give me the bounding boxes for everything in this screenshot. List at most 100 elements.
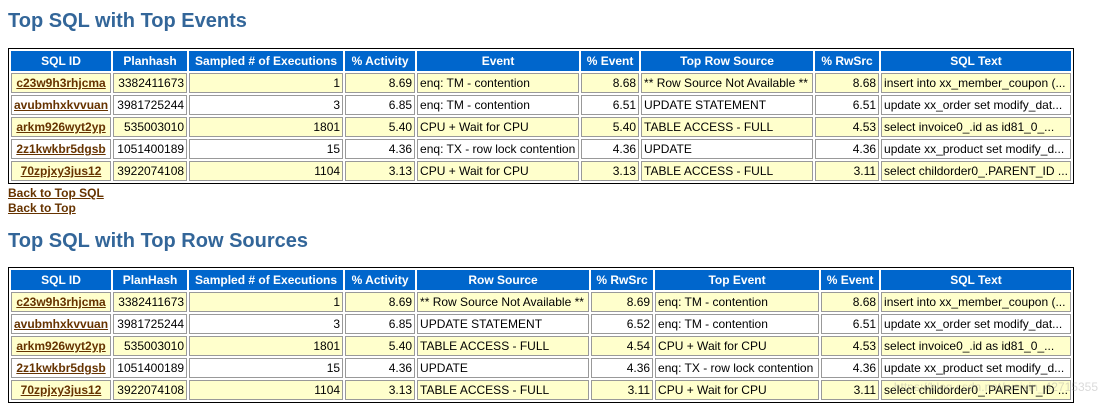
table-cell: update xx_product set modify_d... bbox=[881, 358, 1071, 378]
table-cell: 1104 bbox=[189, 380, 344, 400]
table-cell: 3 bbox=[189, 314, 344, 334]
table-cell: 8.68 bbox=[815, 73, 880, 93]
table-cell: enq: TM - contention bbox=[655, 314, 820, 334]
column-header: Top Event bbox=[655, 270, 820, 290]
table-cell: 4.36 bbox=[591, 358, 654, 378]
table: SQL ID Planhash Sampled # of Executions% A… bbox=[8, 48, 1074, 184]
table-cell: 3.13 bbox=[345, 161, 416, 181]
table-cell: TABLE ACCESS - FULL bbox=[417, 336, 590, 356]
table-row: arkm926wyt2yp 535003010 1801 5.40 CPU + Wait… bbox=[11, 117, 1071, 137]
column-header: % Activity bbox=[345, 270, 416, 290]
table-cell: 1051400189 bbox=[113, 139, 188, 159]
table-cell: update xx_product set modify_d... bbox=[881, 139, 1071, 159]
table-cell: 8.68 bbox=[821, 292, 880, 312]
sql-id-link[interactable]: 70zpjxy3jus12 bbox=[20, 383, 102, 397]
table-cell: 1801 bbox=[189, 336, 344, 356]
table-cell: UPDATE bbox=[417, 358, 590, 378]
table-cell: 4.54 bbox=[591, 336, 654, 356]
sql-id-link[interactable]: 70zpjxy3jus12 bbox=[20, 164, 102, 178]
table-cell: CPU + Wait for CPU bbox=[655, 380, 820, 400]
column-header: % RwSrc bbox=[591, 270, 654, 290]
table-cell: 3.11 bbox=[591, 380, 654, 400]
table-cell: 3981725244 bbox=[113, 314, 188, 334]
table-cell: 3981725244 bbox=[113, 95, 188, 115]
table-cell: select invoice0_.id as id81_0_... bbox=[881, 117, 1071, 137]
table-cell: c23w9h3rhjcma bbox=[11, 292, 112, 312]
table-cell: UPDATE STATEMENT bbox=[641, 95, 814, 115]
table-cell: 2z1kwkbr5dgsb bbox=[11, 358, 112, 378]
table-cell: enq: TX - row lock contention bbox=[417, 139, 580, 159]
table-cell: 3922074108 bbox=[113, 161, 188, 181]
sql-id-link[interactable]: 2z1kwkbr5dgsb bbox=[16, 142, 106, 156]
table-cell: c23w9h3rhjcma bbox=[11, 73, 112, 93]
table-cell: 535003010 bbox=[113, 336, 188, 356]
table-cell: 8.68 bbox=[581, 73, 640, 93]
column-header: Sampled # of Executions bbox=[189, 270, 344, 290]
table-cell: 3.11 bbox=[815, 161, 880, 181]
table-cell: 6.51 bbox=[821, 314, 880, 334]
table-row: avubmhxkvvuan 3981725244 3 6.85 enq: TM - co… bbox=[11, 95, 1071, 115]
sql-id-link[interactable]: c23w9h3rhjcma bbox=[16, 76, 106, 90]
table-cell: enq: TM - contention bbox=[655, 292, 820, 312]
table-cell: 6.85 bbox=[345, 95, 416, 115]
column-header: SQL ID bbox=[11, 270, 112, 290]
link[interactable]: Back to Top bbox=[8, 201, 76, 215]
sql-id-link[interactable]: avubmhxkvvuan bbox=[14, 98, 109, 112]
table-cell: insert into xx_member_coupon (... bbox=[881, 292, 1071, 312]
table-cell: 8.69 bbox=[345, 292, 416, 312]
table-cell: select invoice0_.id as id81_0_... bbox=[881, 336, 1071, 356]
section-title: Top SQL with Top Events bbox=[8, 10, 247, 32]
table-cell: 6.51 bbox=[815, 95, 880, 115]
column-header: Row Source bbox=[417, 270, 590, 290]
table-row: arkm926wyt2yp 535003010 1801 5.40 TABLE ACCE… bbox=[11, 336, 1071, 356]
sql-id-link[interactable]: c23w9h3rhjcma bbox=[16, 295, 106, 309]
table-cell: avubmhxkvvuan bbox=[11, 95, 112, 115]
table-cell: 2z1kwkbr5dgsb bbox=[11, 139, 112, 159]
table-row: 70zpjxy3jus12 3922074108 1104 3.13 CPU + Wai… bbox=[11, 161, 1071, 181]
table-cell: 70zpjxy3jus12 bbox=[11, 161, 112, 181]
table-cell: 3.13 bbox=[581, 161, 640, 181]
table-cell: 4.36 bbox=[821, 358, 880, 378]
table-cell: TABLE ACCESS - FULL bbox=[417, 380, 590, 400]
sql-id-link[interactable]: 2z1kwkbr5dgsb bbox=[16, 361, 106, 375]
table-cell: 4.36 bbox=[345, 139, 416, 159]
table-cell: ** Row Source Not Available ** bbox=[641, 73, 814, 93]
table-cell: 5.40 bbox=[345, 117, 416, 137]
table-cell: 5.40 bbox=[345, 336, 416, 356]
table-cell: 6.52 bbox=[591, 314, 654, 334]
table-cell: 3.13 bbox=[345, 380, 416, 400]
column-header: Sampled # of Executions bbox=[189, 51, 344, 71]
table-cell: 1801 bbox=[189, 117, 344, 137]
table-cell: 535003010 bbox=[113, 117, 188, 137]
table-cell: update xx_order set modify_dat... bbox=[881, 314, 1071, 334]
table-row: c23w9h3rhjcma 3382411673 1 8.69 ** Row Sourc… bbox=[11, 292, 1071, 312]
column-header: Planhash bbox=[113, 51, 188, 71]
column-header: SQL Text bbox=[881, 270, 1071, 290]
sql-id-link[interactable]: arkm926wyt2yp bbox=[16, 339, 106, 353]
column-header: % Event bbox=[821, 270, 880, 290]
link[interactable]: Back to Top SQL bbox=[8, 186, 104, 200]
table-cell: CPU + Wait for CPU bbox=[417, 117, 580, 137]
sql-id-link[interactable]: arkm926wyt2yp bbox=[16, 120, 106, 134]
table-cell: 70zpjxy3jus12 bbox=[11, 380, 112, 400]
table-cell: 5.40 bbox=[581, 117, 640, 137]
table-cell: 3922074108 bbox=[113, 380, 188, 400]
table-cell: UPDATE STATEMENT bbox=[417, 314, 590, 334]
table-cell: enq: TM - contention bbox=[417, 73, 580, 93]
column-header: % RwSrc bbox=[815, 51, 880, 71]
table-cell: 1 bbox=[189, 73, 344, 93]
section-title: Top SQL with Top Row Sources bbox=[8, 230, 308, 252]
table-cell: 8.69 bbox=[591, 292, 654, 312]
table-cell: 4.53 bbox=[815, 117, 880, 137]
table-cell: 1051400189 bbox=[113, 358, 188, 378]
column-header: PlanHash bbox=[113, 270, 188, 290]
table-cell: select childorder0_.PARENT_ID ... bbox=[881, 380, 1071, 400]
table-cell: 15 bbox=[189, 139, 344, 159]
header-row: SQL ID PlanHash Sampled # of Executions% A… bbox=[11, 270, 1071, 290]
column-header: SQL ID bbox=[11, 51, 112, 71]
sql-id-link[interactable]: avubmhxkvvuan bbox=[14, 317, 109, 331]
table-cell: 4.36 bbox=[345, 358, 416, 378]
column-header: SQL Text bbox=[881, 51, 1071, 71]
table-cell: CPU + Wait for CPU bbox=[655, 336, 820, 356]
